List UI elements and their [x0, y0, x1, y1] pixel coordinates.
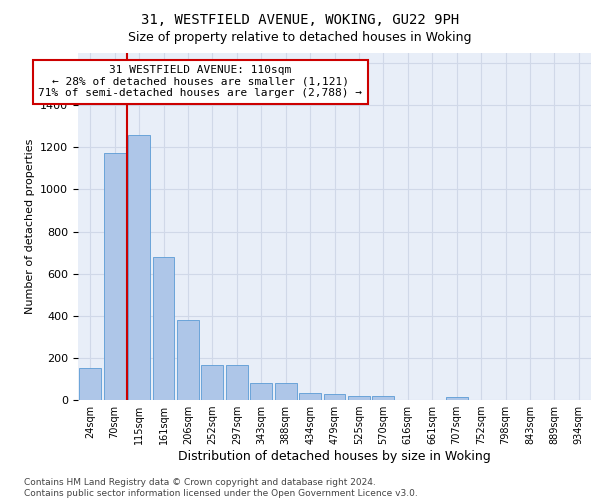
Bar — [79, 368, 101, 400]
Text: Size of property relative to detached houses in Woking: Size of property relative to detached ho… — [128, 31, 472, 44]
Bar — [104, 152, 125, 400]
Text: Contains HM Land Registry data © Crown copyright and database right 2024.
Contai: Contains HM Land Registry data © Crown c… — [24, 478, 418, 498]
Text: 31, WESTFIELD AVENUE, WOKING, GU22 9PH: 31, WESTFIELD AVENUE, WOKING, GU22 9PH — [141, 12, 459, 26]
Bar — [373, 396, 394, 400]
Bar — [275, 383, 296, 400]
Text: 31 WESTFIELD AVENUE: 110sqm
← 28% of detached houses are smaller (1,121)
71% of : 31 WESTFIELD AVENUE: 110sqm ← 28% of det… — [38, 65, 362, 98]
Y-axis label: Number of detached properties: Number of detached properties — [25, 138, 35, 314]
Bar — [202, 365, 223, 400]
X-axis label: Distribution of detached houses by size in Woking: Distribution of detached houses by size … — [178, 450, 491, 463]
Bar — [177, 320, 199, 400]
Bar — [250, 383, 272, 400]
Bar — [128, 134, 150, 400]
Bar — [299, 392, 321, 400]
Bar — [446, 397, 467, 400]
Bar — [323, 394, 346, 400]
Bar — [152, 257, 175, 400]
Bar — [348, 396, 370, 400]
Bar — [226, 365, 248, 400]
